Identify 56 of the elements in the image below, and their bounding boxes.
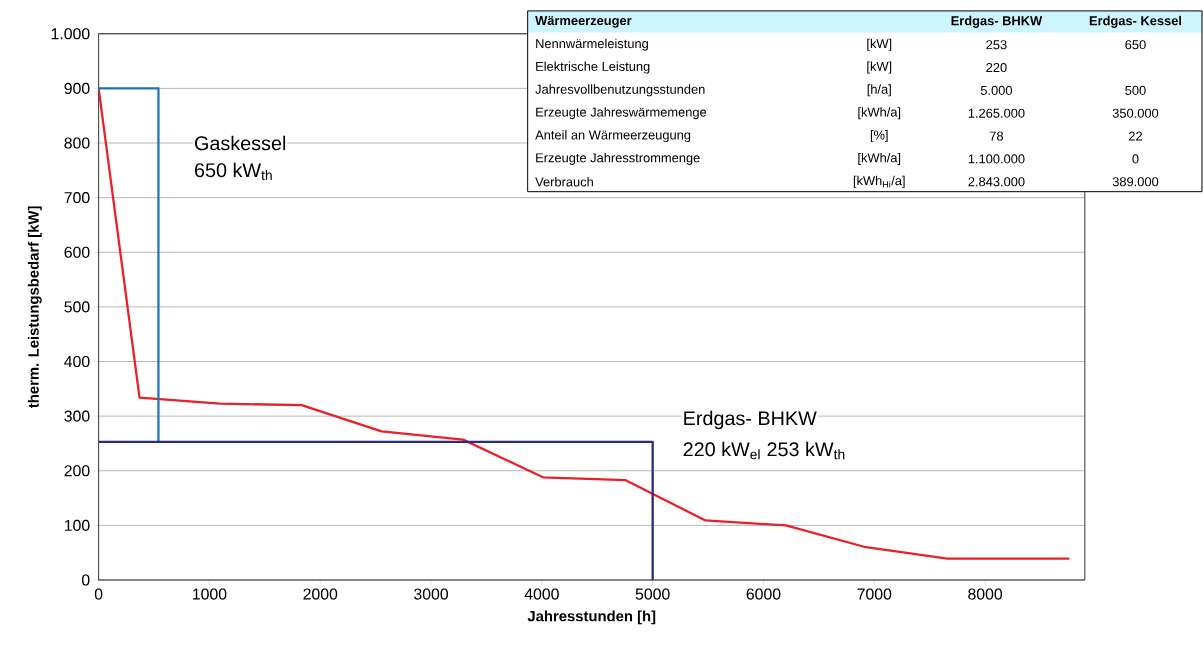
x-tick-label: 0 xyxy=(94,588,103,600)
y-tick-label: 500 xyxy=(64,301,90,313)
annotation: 1.265.000 xyxy=(968,108,1025,119)
y-tick-label: 800 xyxy=(64,137,90,149)
annotation: Jahresvollbenutzungsstunden xyxy=(535,84,705,97)
annotation: [%] xyxy=(870,130,888,143)
annotation: Verbrauch xyxy=(535,177,593,187)
y-tick-label: 900 xyxy=(64,83,90,95)
x-tick-label: 5000 xyxy=(635,588,670,600)
annotation: Erzeugte Jahreswärmemenge xyxy=(536,107,707,120)
text: 350.000 xyxy=(1112,108,1159,119)
x-axis-title: Jahresstunden [h] xyxy=(527,610,656,625)
x-tick-label: 1000 xyxy=(193,588,227,600)
annotation: Anteil an Wärmeerzeugung xyxy=(535,130,691,143)
y-tick-label: 700 xyxy=(64,192,90,204)
annotation: Elektrische Leistung xyxy=(536,61,650,74)
y-tick-label: 200 xyxy=(64,465,90,477)
text: Wärmeerzeuger xyxy=(535,16,632,28)
annotation: 78 xyxy=(989,131,1004,141)
annotation: Erdgas- BHKW xyxy=(684,410,817,430)
annotation: [kW] xyxy=(867,38,892,51)
annotation: 220 xyxy=(986,63,1007,73)
annotation: 2.843.000 xyxy=(968,177,1025,187)
y-tick-label: 600 xyxy=(64,246,90,259)
y-tick-label: 100 xyxy=(64,520,90,532)
annotation: 1.100.000 xyxy=(968,154,1025,164)
annotation: [kW] xyxy=(867,61,892,74)
annotation: 253 xyxy=(986,40,1007,50)
annotation: [h/a] xyxy=(867,84,891,97)
annotation: 5.000 xyxy=(980,86,1013,96)
annotation: Erzeugte Jahresstrommenge xyxy=(536,153,700,166)
y-tick-label: 1.000 xyxy=(51,28,90,40)
y-tick-label: 400 xyxy=(64,356,90,368)
y-tick-label: 0 xyxy=(81,574,90,586)
y-tick-label: 300 xyxy=(64,410,90,422)
annotation: [kWh/a] xyxy=(858,107,901,120)
x-tick-label: 4000 xyxy=(524,588,559,600)
annotation: [kWh$_{Hi}$/a] xyxy=(853,175,905,188)
text: 500 xyxy=(1125,86,1146,96)
text: Erdgas- Kessel xyxy=(1089,16,1182,29)
annotation: 220 kW$_{el}$ 253 kW$_{th}$ xyxy=(683,442,845,460)
annotation: Nennwärmeleistung xyxy=(536,38,648,51)
annotation: Gaskessel xyxy=(195,136,286,151)
text: 389.000 xyxy=(1112,177,1159,187)
x-tick-label: 3000 xyxy=(414,588,449,600)
text: Erdgas- BHKW xyxy=(951,16,1043,29)
annotation: 650 kW$_{th}$ xyxy=(195,162,272,181)
y-axis-title: therm. Leistungsbedarf [kW] xyxy=(27,206,42,409)
x-tick-label: 8000 xyxy=(968,588,1003,600)
text: 0 xyxy=(1132,154,1139,164)
text: 22 xyxy=(1128,131,1142,141)
x-tick-label: 6000 xyxy=(746,588,781,600)
text: 650 xyxy=(1125,40,1146,50)
annotation: [kWh/a] xyxy=(858,153,901,166)
x-tick-label: 7000 xyxy=(857,588,892,600)
x-tick-label: 2000 xyxy=(303,588,338,600)
